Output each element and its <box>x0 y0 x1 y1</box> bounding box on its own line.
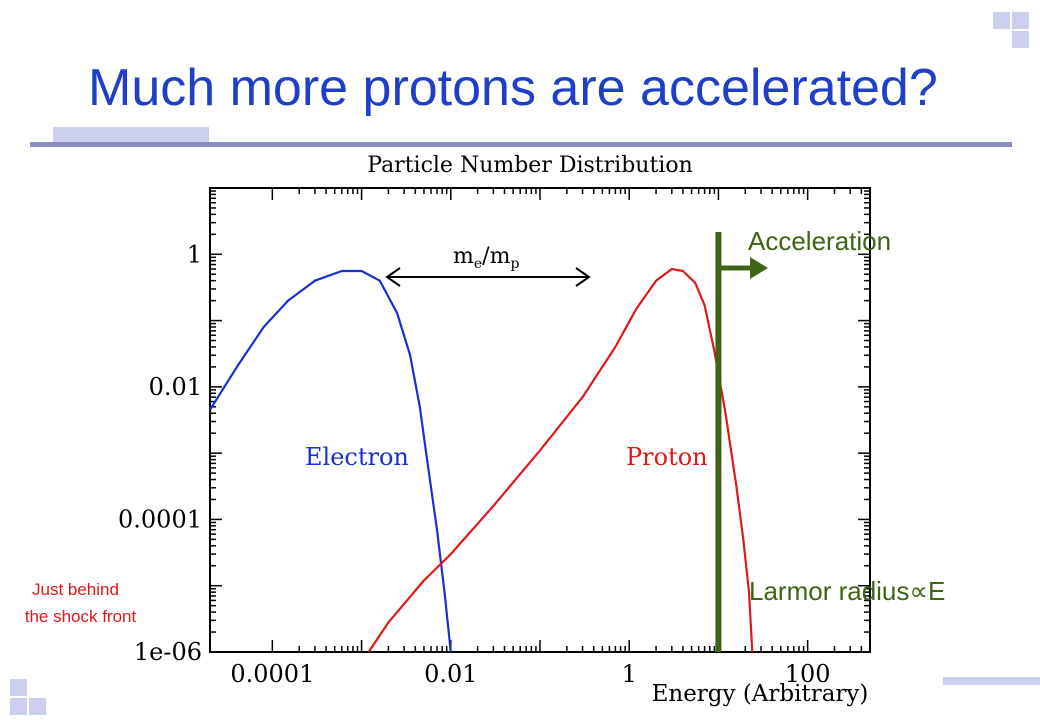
shock-front-note-line2: the shock front <box>20 607 137 626</box>
x-tick-label: 0.01 <box>424 660 477 688</box>
mass-ratio-arrow <box>385 267 591 287</box>
mass-ratio-m: m <box>453 244 474 269</box>
corner-decoration-bottom-left <box>10 698 27 715</box>
acceleration-marker <box>715 232 768 652</box>
series-lines <box>209 267 754 653</box>
title-underline-rule <box>30 142 1012 147</box>
mass-ratio-label: me/mp <box>453 244 519 272</box>
y-tick-label: 0.01 <box>149 373 202 401</box>
electron-series-line <box>209 269 452 653</box>
proton-series-label: Proton <box>626 443 708 471</box>
mass-ratio-slash-m: /m <box>482 244 510 269</box>
corner-decoration-top-right <box>993 12 1010 29</box>
acceleration-arrow-head <box>750 257 768 279</box>
x-axis-label: Energy (Arbitrary) <box>652 681 869 707</box>
proton-series-line <box>367 267 754 653</box>
x-tick-label: 100 <box>785 660 831 688</box>
footer-decoration-bar <box>943 677 1040 685</box>
shock-front-note-line1: Just behind <box>32 580 119 599</box>
corner-decoration-top-right <box>1012 31 1029 48</box>
y-tick-label: 1e-06 <box>134 638 202 666</box>
corner-decoration-bottom-left <box>29 698 46 715</box>
mass-ratio-sub-p: p <box>510 256 519 272</box>
electron-series-label: Electron <box>305 443 409 471</box>
x-tick-label: 1 <box>622 660 637 688</box>
y-tick-label: 1 <box>187 240 202 268</box>
x-tick-label: 0.0001 <box>230 660 314 688</box>
chart-title: Particle Number Distribution <box>367 153 693 178</box>
title-underline-accent <box>53 127 209 142</box>
slide-title: Much more protons are accelerated? <box>88 59 938 117</box>
axis-ticks <box>210 187 871 653</box>
acceleration-label: Acceleration <box>748 226 892 256</box>
corner-decoration-bottom-left <box>10 679 27 696</box>
corner-decoration-top-right <box>1012 12 1029 29</box>
axis-tick-labels: 0.0001 0.01 1 100 1 0.01 0.0001 1e-06 <box>118 240 831 688</box>
larmor-radius-label: Larmor radius∝E <box>749 576 946 606</box>
y-tick-label: 0.0001 <box>118 505 202 533</box>
mass-ratio-sub-e: e <box>474 256 482 272</box>
